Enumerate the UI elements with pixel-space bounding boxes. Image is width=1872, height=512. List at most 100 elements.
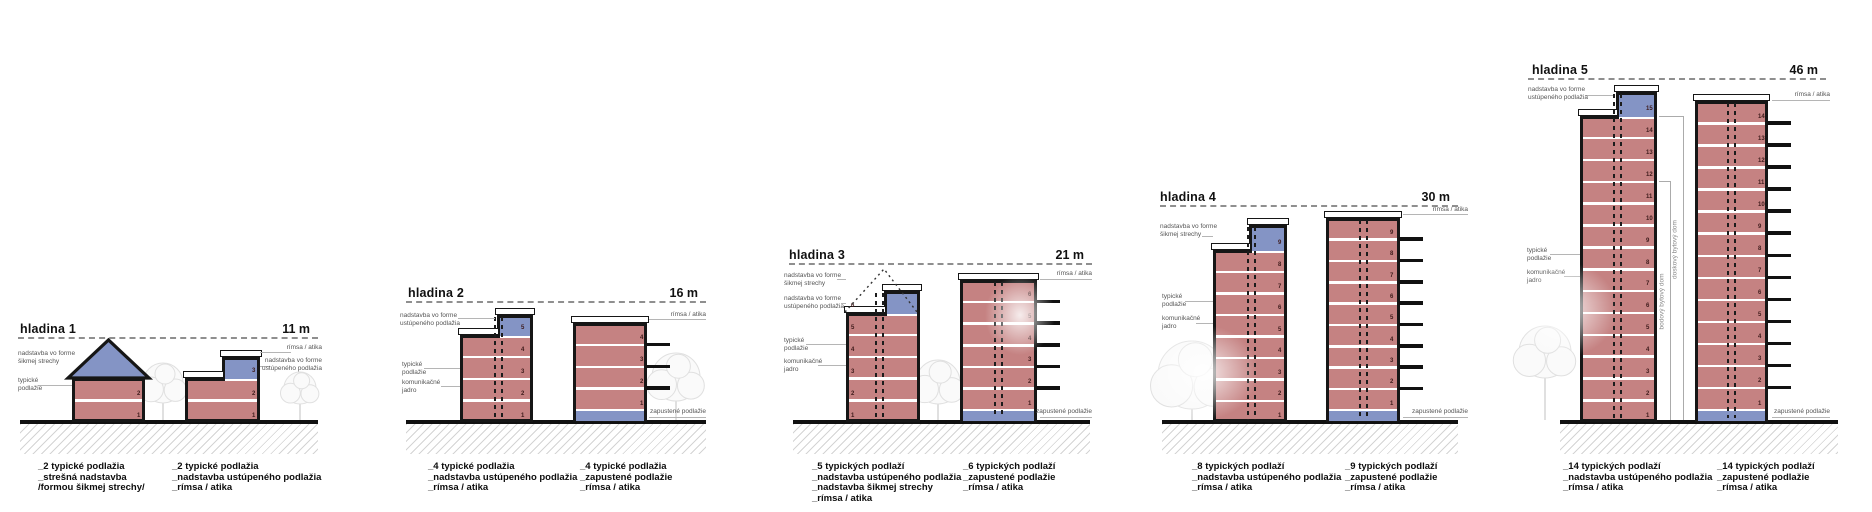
leader-line [649, 319, 706, 320]
floor-line [1583, 180, 1654, 184]
dimension-line [1683, 116, 1684, 420]
annotation-label-line: zapustené podlažie [649, 408, 706, 415]
leader-line [841, 303, 846, 304]
annotation-label: nadstavba vo forme ustúpeného podlažia [262, 357, 322, 372]
floor-line [463, 355, 530, 359]
annotation-label-line: komunikačné [402, 379, 441, 386]
attic-band [1211, 243, 1251, 250]
floor-number: 1 [521, 412, 525, 419]
recessed-base-floor [576, 409, 644, 421]
level-height-label: 16 m [669, 286, 699, 300]
floor-line [1329, 387, 1397, 391]
annotation-label-line: rímsa / atika [1794, 91, 1830, 98]
floor-number: 1 [1390, 400, 1394, 407]
annotation-label-line: podlažie [402, 368, 427, 376]
floor-number: 9 [1278, 240, 1282, 246]
ground-hatch [1162, 424, 1458, 454]
floor-number: 8 [1758, 246, 1762, 252]
balcony-tick [1399, 258, 1423, 263]
floor-line [1583, 311, 1654, 315]
tree-sketch [279, 371, 320, 420]
floor-number: 5 [1028, 313, 1032, 320]
floor-number: 2 [137, 390, 141, 397]
floor-line [1698, 276, 1765, 280]
floor-number: 13 [1758, 135, 1765, 142]
attic-band [571, 316, 649, 323]
annotation-label-line: zapustené podlažie [1035, 408, 1092, 415]
attic-band [1693, 94, 1770, 101]
floor-number: 1 [1278, 412, 1282, 419]
annotation-label-line: ustúpeného podlažia [1528, 93, 1588, 101]
building-body [1695, 101, 1768, 422]
ground-hatch [1560, 424, 1838, 454]
floor-line [500, 335, 530, 338]
floor-line [1216, 399, 1284, 402]
level-title: hladina 4 [1160, 190, 1216, 204]
balcony-tick [1767, 121, 1791, 125]
floor-line [1216, 335, 1284, 338]
balcony-tick [1036, 343, 1060, 347]
core-dashed-line [1366, 220, 1368, 418]
leader-line [260, 366, 270, 367]
floor-number: 10 [1646, 215, 1653, 222]
floor-number: 4 [1390, 336, 1394, 343]
annotation-label: typické podlažie [18, 377, 42, 392]
floor-line [1583, 289, 1654, 293]
balcony-tick [1767, 187, 1791, 191]
floor-line [1698, 144, 1765, 147]
floor-line [1583, 333, 1654, 337]
balcony-tick [1767, 209, 1791, 213]
annotation-label-line: typické [1162, 293, 1183, 300]
level-title: hladina 2 [408, 286, 464, 300]
annotation-label-line: rímsa / atika [286, 344, 322, 351]
annotation-label-line: šikmej strechy [1160, 230, 1202, 238]
floor-line [1698, 364, 1765, 368]
floor-line [1329, 259, 1397, 263]
building-caption: _4 typické podlažia _zapustené podlažie _r… [580, 461, 672, 494]
floor-line [963, 344, 1034, 347]
balcony-tick [1767, 275, 1791, 280]
level-height-label: 21 m [1055, 248, 1085, 262]
floor-number: 4 [1758, 334, 1762, 341]
caption-line: _9 typických podlaží [1345, 461, 1438, 472]
caption-line: _2 typické podlažia [172, 461, 259, 472]
floor-number: 6 [851, 303, 855, 309]
floor-line [1329, 281, 1397, 284]
floor-line [1619, 116, 1654, 119]
floor-number: 11 [1758, 179, 1765, 186]
leader-line [1564, 276, 1580, 277]
annotation-label-line: rímsa / atika [1056, 270, 1092, 277]
floor-number: 8 [1646, 259, 1650, 266]
caption-line: _14 typických podlaží [1717, 461, 1815, 472]
building-caption: _2 typické podlažia _nadstavba ustúpeného… [172, 461, 321, 494]
floor-number: 9 [1390, 229, 1394, 236]
annotation-label-line: komunikačné [1162, 315, 1201, 322]
floor-number: 14 [1758, 113, 1765, 120]
floor-line [576, 365, 644, 368]
caption-line: _rímsa / atika [1563, 482, 1624, 494]
caption-line: _nadstavba ustúpeného podlažia [428, 471, 578, 483]
balcony-tick [1767, 341, 1791, 346]
floor-number: 5 [521, 325, 525, 331]
floor-line [1698, 320, 1765, 324]
balcony-tick [1399, 386, 1423, 391]
annotation-label-line: nadstavba vo forme [784, 272, 842, 279]
caption-line: _rímsa / atika [172, 482, 233, 494]
annotation-label: zapustené podlažie [1412, 408, 1468, 416]
core-dashed-line [494, 317, 496, 420]
floor-number: 15 [1646, 106, 1653, 112]
building-caption: _4 typické podlažia _nadstavba ustúpeného… [428, 461, 578, 494]
core-dashed-line [1254, 227, 1256, 420]
height-level-line [1160, 205, 1458, 207]
dimension-line [1670, 181, 1671, 420]
floor-number: 3 [1758, 356, 1762, 363]
floor-number: 4 [1646, 346, 1650, 353]
annotation-label-line: zapustené podlažie [1411, 408, 1468, 415]
floor-line [1216, 270, 1284, 273]
attic-band [882, 284, 922, 291]
floor-line [1583, 202, 1654, 205]
ground-line [20, 420, 318, 424]
building-caption: _6 typických podlaží _zapustené podlažie _… [963, 461, 1055, 494]
core-dashed-line [1727, 103, 1729, 418]
floor-number: 6 [1028, 292, 1032, 299]
